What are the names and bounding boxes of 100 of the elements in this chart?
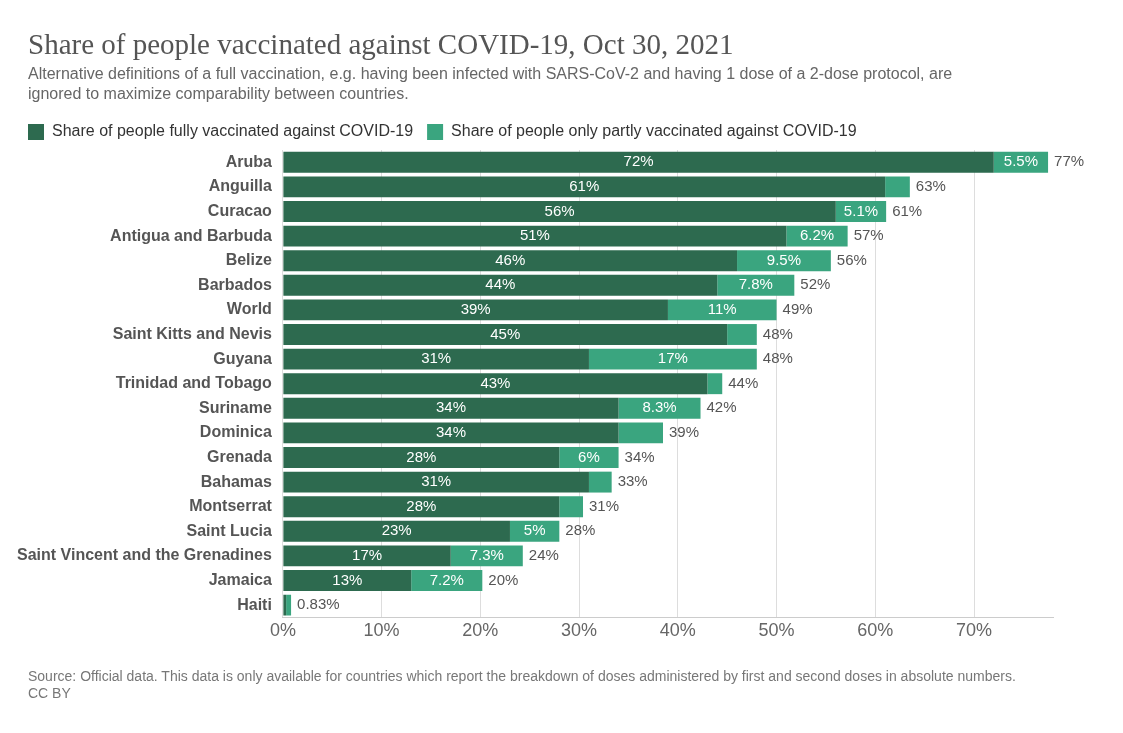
y-tick-label: Antigua and Barbuda	[110, 226, 272, 244]
source-note: Source: Official data. This data is only available for countries which report the breakdown of doses administered by first and second doses in absolute numbers.	[28, 668, 1017, 685]
y-tick-label: Anguilla	[208, 177, 272, 195]
data-label: 31%	[421, 349, 452, 367]
chart-subtitle: Alternative definitions of a full vaccination, e.g. having been infected with SARS-CoV-2 and having 1 dose of a 2-dose protocol, are ignored to maximize comparability between countries.	[28, 64, 954, 104]
data-label: 9.5%	[766, 250, 802, 268]
data-label: 44%	[485, 275, 516, 293]
total-label: 48%	[762, 349, 793, 367]
y-tick-label: Guyana	[213, 349, 272, 367]
bar	[283, 348, 589, 370]
y-tick-label: Barbados	[198, 275, 272, 293]
y-tick-label: Bahamas	[200, 472, 272, 490]
data-label: 31%	[421, 472, 452, 490]
total-label: 24%	[528, 546, 559, 564]
y-tick-label: Haiti	[237, 595, 272, 613]
total-label: 20%	[488, 570, 519, 588]
data-label: 11%	[707, 300, 737, 318]
data-label: 5.5%	[1003, 152, 1039, 170]
bar	[737, 250, 831, 272]
bar	[283, 151, 994, 173]
total-label: 44%	[728, 373, 759, 391]
total-label: 33%	[617, 472, 648, 490]
data-label: 39%	[460, 300, 491, 318]
y-tick-label: Saint Lucia	[186, 521, 272, 539]
bar	[283, 274, 718, 296]
x-tick-label: 60%	[857, 620, 894, 641]
bar	[588, 471, 612, 493]
data-label: 43%	[480, 373, 511, 391]
total-label: 28%	[565, 521, 596, 539]
x-tick-label: 20%	[462, 620, 499, 641]
data-label: 8.3%	[642, 398, 677, 416]
bar	[559, 496, 584, 518]
bar	[667, 299, 777, 321]
data-label: 46%	[495, 250, 526, 268]
bar	[283, 545, 451, 567]
bar	[283, 496, 560, 518]
total-label: 56%	[836, 250, 867, 268]
bar	[411, 570, 483, 591]
data-label: 17%	[352, 546, 383, 564]
bar	[588, 348, 757, 370]
y-tick-label: Curacao	[207, 201, 273, 219]
data-label: 61%	[569, 177, 600, 195]
x-tick-label: 30%	[561, 620, 598, 641]
bar	[618, 422, 663, 444]
bar	[727, 324, 757, 345]
y-tick-label: Montserrat	[189, 497, 273, 515]
data-label: 45%	[490, 324, 521, 342]
y-tick-label: Saint Kitts and Nevis	[112, 324, 272, 342]
y-tick-label: Belize	[225, 251, 272, 269]
bar	[717, 274, 795, 296]
y-tick-label: Aruba	[225, 152, 272, 170]
data-label: 13%	[332, 570, 363, 588]
legend-label: Share of people only partly vaccinated against COVID-19	[451, 122, 857, 140]
bar	[283, 176, 886, 198]
legend-label: Share of people fully vaccinated against COVID-19	[52, 122, 414, 140]
x-tick-label: 70%	[956, 620, 993, 641]
bar	[283, 373, 708, 395]
bar	[283, 225, 787, 247]
total-label: 52%	[800, 275, 831, 293]
total-label: 77%	[1054, 152, 1085, 170]
total-label: 48%	[762, 324, 793, 342]
y-tick-label: Saint Vincent and the Grenadines	[17, 546, 272, 564]
y-tick-label: World	[226, 300, 272, 318]
bar	[283, 570, 412, 591]
y-tick-label: Trinidad and Tobago	[115, 374, 273, 392]
total-label: 0.83%	[297, 595, 340, 613]
data-label: 28%	[406, 447, 437, 465]
data-label: 34%	[435, 398, 466, 416]
total-label: 49%	[782, 300, 813, 318]
total-label: 57%	[853, 226, 884, 244]
x-tick-label: 10%	[363, 620, 400, 641]
y-tick-label: Grenada	[206, 447, 272, 465]
bar	[707, 373, 723, 395]
x-tick-label: 40%	[659, 620, 696, 641]
bar	[283, 324, 728, 345]
text: CC BY	[28, 685, 72, 702]
bar	[885, 176, 910, 198]
data-label: 51%	[519, 226, 550, 244]
bar	[283, 299, 668, 321]
data-label: 7.2%	[429, 570, 464, 588]
data-label: 72%	[623, 152, 654, 170]
data-label: 34%	[435, 423, 466, 441]
total-label: 63%	[915, 177, 946, 195]
data-label: 7.8%	[738, 275, 773, 293]
data-label: 56%	[544, 201, 575, 219]
y-tick-label: Suriname	[198, 398, 272, 416]
bar	[286, 594, 292, 616]
total-label: 39%	[669, 423, 700, 441]
bar	[283, 397, 619, 419]
total-label: 42%	[706, 398, 737, 416]
bar	[283, 594, 287, 616]
total-label: 61%	[892, 201, 923, 219]
data-label: 6.2%	[799, 226, 835, 244]
x-tick-label: 0%	[269, 620, 296, 641]
chart-title: Share of people vaccinated against COVID-19, Oct 30, 2021	[28, 28, 734, 61]
total-label: 34%	[624, 447, 655, 465]
data-label: 7.3%	[469, 546, 504, 564]
bar	[283, 471, 589, 493]
bar	[559, 447, 619, 468]
bar	[283, 447, 560, 468]
